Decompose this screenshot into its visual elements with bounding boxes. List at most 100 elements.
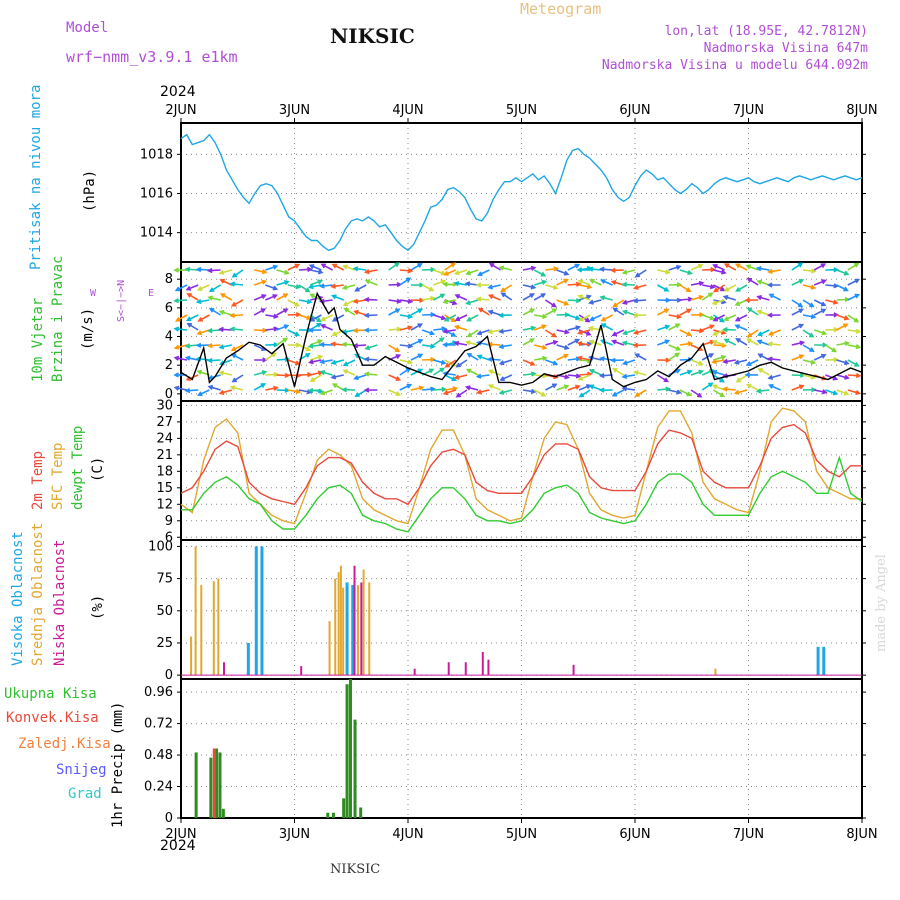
precip-total-bar [209,757,213,818]
wind-arrow [309,279,323,286]
wind-arrow [464,385,479,391]
wind-arrow [352,298,367,304]
wind-arrow [802,387,817,393]
wind-arrow [847,262,860,271]
wind-arrow [195,266,210,273]
wind-arrow [556,353,569,361]
y-tick-label: 1018 [140,147,173,162]
wind-arrow [465,269,479,276]
wind-arrow [454,294,468,301]
wind-arrow [791,354,805,361]
wind-arrow [836,340,851,347]
wind-arrow [802,284,817,290]
wind-arrow [388,262,400,271]
wind-arrow [319,370,333,376]
wind-arrow [354,284,367,292]
wind-arrow [533,389,547,397]
wind-arrow [612,307,625,316]
wind-arrow [399,313,414,319]
wind-arrow [577,374,591,381]
wind-arrow [712,389,726,398]
wind-arrow [622,309,636,316]
wind-arrow [768,384,781,391]
wind-arrow [621,281,636,288]
wind-arrow [444,262,457,271]
wind-arrow [632,298,647,304]
wind-arrow [701,314,716,321]
wind-arrow [824,344,837,353]
cloud-low-bar [300,666,303,676]
wind-arrow [487,294,501,301]
model-label: Model [66,20,109,36]
wind-arrow [611,329,625,337]
cloud-mid-bar [362,569,365,676]
wind-arrow [388,281,403,288]
precip-total-bar [342,798,346,818]
wind-arrow [498,312,512,318]
wind-arrow [476,389,490,395]
wind-arrow [195,342,210,348]
wind-arrow [767,374,781,380]
wind-arrow [657,386,672,392]
wind-arrow [287,359,301,366]
y-tick-label: 1014 [140,226,173,241]
wind-arrow [610,357,624,363]
wind-arrow [711,359,725,365]
x-tick-label-top: 3JUN [279,103,310,118]
wind-arrow [196,284,210,291]
wind-arrow [229,326,244,332]
wind-arrow [522,371,537,377]
wind-arrow [444,359,457,368]
y-tick-label: 12 [156,497,173,512]
wind-arrow [276,280,290,286]
wind-arrow [612,367,625,376]
wind-arrow [264,352,277,361]
wind-arrow [690,312,705,318]
wind-arrow [254,357,268,363]
wind-arrow [622,359,636,366]
cloud-mid-bar [190,636,193,676]
wind-arrow [320,323,333,331]
wind-arrow [746,329,759,338]
wind-arrow [825,283,840,289]
wind-arrow [307,343,322,349]
wind-arrow [475,282,490,288]
wind-arrow [746,277,759,286]
wind-arrow [813,263,827,271]
wind-arrow [545,383,558,391]
wind-arrow [813,308,827,316]
wind-arrow [422,266,436,273]
wind-arrow [310,269,324,275]
wind-arrow [802,344,815,353]
wind-arrow [254,327,268,334]
wind-arrow [287,342,302,348]
wind-arrow [545,284,559,290]
wind-arrow [399,298,414,304]
wind-arrow [621,299,636,305]
wind-arrow [475,373,490,379]
wind-arrow [364,344,378,351]
wind-arrow [632,342,647,348]
wind-arrow [318,341,333,348]
wind-arrow [847,278,861,286]
compass-w: W [90,288,97,299]
wind-arrow [265,371,280,378]
precip-total-bar [215,748,219,818]
wind-arrow [632,312,647,318]
wind-arrow [746,307,759,316]
y-tick-label: 0.24 [144,780,173,795]
wind-arrow [690,280,705,286]
wind-arrow [767,356,781,362]
wind-arrow [173,355,188,361]
wind-arrow [598,387,613,393]
precip-total-bar [353,719,357,818]
y-tick-label: 9 [165,514,173,529]
wind-arrow [533,269,547,277]
x-tick-label-bottom: 7JUN [733,827,764,842]
wind-arrow [320,263,333,271]
wind-arrow [399,343,414,349]
temp-2m-line [180,423,862,506]
wind-arrow [342,264,356,271]
precip-total-bar [194,752,198,818]
